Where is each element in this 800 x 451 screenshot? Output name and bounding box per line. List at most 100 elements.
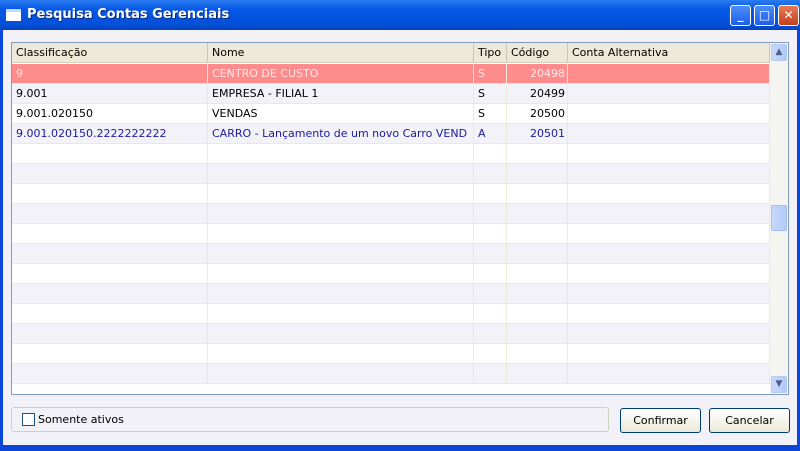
empty-row[interactable] [12,144,770,164]
cell-codigo [507,244,568,264]
scroll-down-button[interactable]: ▼ [771,376,787,393]
cell-tipo [474,224,507,244]
scroll-up-button[interactable]: ▲ [771,44,787,61]
cell-tipo [474,164,507,184]
cell-nome [208,344,474,364]
empty-row[interactable] [12,324,770,344]
cell-tipo [474,304,507,324]
cell-codigo [507,304,568,324]
column-header-codigo[interactable]: Código [507,43,568,63]
cell-tipo [474,284,507,304]
empty-row[interactable] [12,264,770,284]
somente-ativos-label[interactable]: Somente ativos [38,413,124,426]
cell-codigo: 20499 [507,84,568,104]
column-header-classificacao[interactable]: Classificação [12,43,208,63]
accounts-grid[interactable]: Classificação Nome Tipo Código Conta Alt… [11,42,789,395]
cell-conta-alternativa [568,164,770,184]
cell-codigo [507,184,568,204]
column-header-conta-alternativa[interactable]: Conta Alternativa [568,43,770,63]
cell-conta-alternativa [568,264,770,284]
cell-nome: EMPRESA - FILIAL 1 [208,84,474,104]
cell-classificacao [12,144,208,164]
cell-tipo: A [474,124,507,144]
cell-classificacao [12,324,208,344]
cell-tipo [474,344,507,364]
cell-conta-alternativa [568,324,770,344]
cell-codigo [507,164,568,184]
cell-codigo [507,224,568,244]
vertical-scrollbar[interactable]: ▲ ▼ [770,43,788,394]
column-header-tipo[interactable]: Tipo [474,43,507,63]
empty-row[interactable] [12,304,770,324]
cell-codigo [507,324,568,344]
cell-codigo [507,204,568,224]
cell-conta-alternativa [568,244,770,264]
minimize-button[interactable]: _ [730,5,751,26]
cell-conta-alternativa [568,204,770,224]
cell-tipo: S [474,64,507,84]
empty-row[interactable] [12,224,770,244]
confirm-button[interactable]: Confirmar [620,408,701,433]
cell-nome [208,164,474,184]
cell-nome [208,184,474,204]
cell-classificacao: 9.001.020150 [12,104,208,124]
cell-classificacao: 9 [12,64,208,84]
cell-conta-alternativa [568,344,770,364]
cell-nome [208,204,474,224]
empty-row[interactable] [12,204,770,224]
maximize-button[interactable]: □ [754,5,775,26]
cell-tipo [474,244,507,264]
cancel-button[interactable]: Cancelar [709,408,790,433]
table-row[interactable]: 9.001 EMPRESA - FILIAL 1 S 20499 [12,84,770,104]
empty-row[interactable] [12,364,770,384]
table-row[interactable]: 9.001.020150.2222222222 CARRO - Lançament… [12,124,770,144]
title-bar[interactable]: Pesquisa Contas Gerenciais _ □ ✕ [0,0,800,30]
cell-nome [208,304,474,324]
cell-nome [208,244,474,264]
empty-row[interactable] [12,184,770,204]
cell-nome [208,364,474,384]
window-title: Pesquisa Contas Gerenciais [27,7,230,22]
cell-tipo: S [474,104,507,124]
cell-tipo [474,324,507,344]
cell-codigo: 20500 [507,104,568,124]
table-row[interactable]: 9.001.020150 VENDAS S 20500 [12,104,770,124]
cell-nome: CENTRO DE CUSTO [208,64,474,84]
empty-row[interactable] [12,344,770,364]
cell-tipo [474,144,507,164]
cell-conta-alternativa [568,224,770,244]
cell-nome [208,324,474,344]
cell-classificacao [12,204,208,224]
cell-conta-alternativa [568,184,770,204]
cell-tipo: S [474,84,507,104]
cell-codigo [507,144,568,164]
empty-row[interactable] [12,284,770,304]
empty-row[interactable] [12,244,770,264]
cell-classificacao: 9.001.020150.2222222222 [12,124,208,144]
cell-classificacao [12,264,208,284]
cell-tipo [474,364,507,384]
filter-group: Somente ativos [11,407,609,432]
table-row[interactable]: 9 CENTRO DE CUSTO S 20498 [12,64,770,84]
cell-tipo [474,204,507,224]
window-icon [6,9,21,21]
cell-nome [208,224,474,244]
grid-header: Classificação Nome Tipo Código Conta Alt… [12,43,770,63]
cell-nome: CARRO - Lançamento de um novo Carro VEND [208,124,474,144]
cell-tipo [474,184,507,204]
cell-classificacao [12,224,208,244]
cell-conta-alternativa [568,304,770,324]
empty-row[interactable] [12,164,770,184]
cell-classificacao [12,184,208,204]
cell-classificacao: 9.001 [12,84,208,104]
cell-classificacao [12,244,208,264]
cell-tipo [474,264,507,284]
cell-nome [208,284,474,304]
cell-nome [208,264,474,284]
scroll-thumb[interactable] [771,205,787,231]
somente-ativos-checkbox[interactable] [22,413,35,426]
close-button[interactable]: ✕ [778,5,799,26]
cell-codigo: 20501 [507,124,568,144]
column-header-nome[interactable]: Nome [208,43,474,63]
